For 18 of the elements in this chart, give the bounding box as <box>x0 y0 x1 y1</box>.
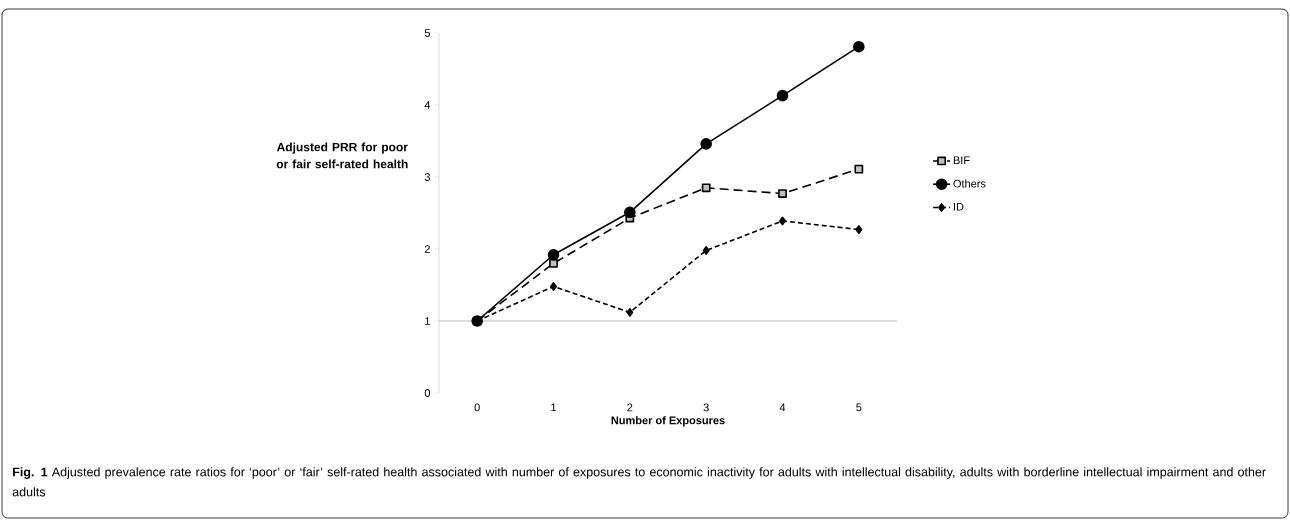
x-axis-title: Number of Exposures <box>611 416 725 427</box>
y-axis-title: Adjusted PRR for poor or fair self-rated health <box>276 142 408 169</box>
text: Fig. 1 Adjusted prevalence rate ratios for ‘poor’ or ‘fair’ self-rated health associated with number of exposures to economic inactivity for adults with intellectual disability, adults with borderline intellectual impairment and other adults <box>12 467 1266 497</box>
legend-label: ID <box>953 202 964 211</box>
y-tick-label: 5 <box>424 29 430 37</box>
y-tick-label: 2 <box>424 245 430 253</box>
x-tick-label: 0 <box>474 403 480 412</box>
x-tick-label: 3 <box>703 403 709 412</box>
x-tick-label: 4 <box>779 403 786 412</box>
y-tick-label: 0 <box>424 389 431 397</box>
x-tick-label: 2 <box>627 403 633 412</box>
legend-label: BIF <box>953 156 970 164</box>
x-tick-label: 1 <box>551 403 557 412</box>
y-tick-label: 3 <box>424 173 430 181</box>
y-tick-label: 4 <box>424 101 431 109</box>
legend-label: Others <box>953 179 986 188</box>
x-tick-label: 5 <box>856 403 862 412</box>
y-tick-label: 1 <box>425 317 430 325</box>
